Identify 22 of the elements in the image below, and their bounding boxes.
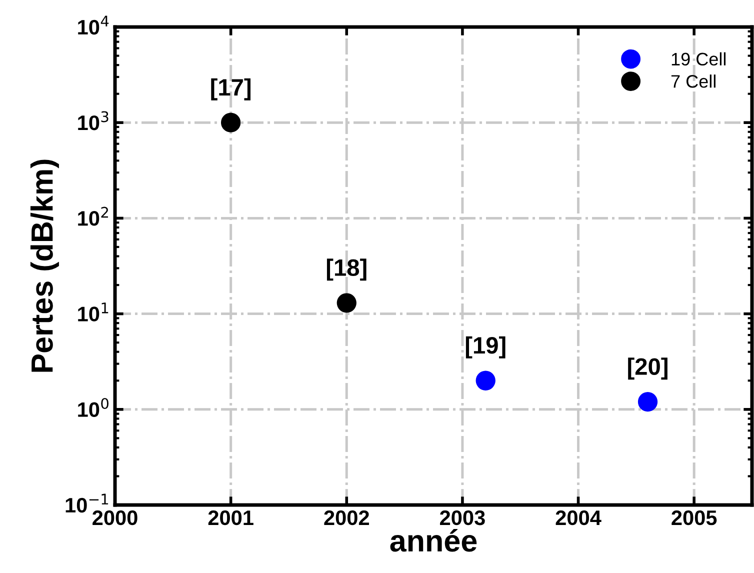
annotation: [18] bbox=[326, 258, 366, 281]
annotation: [17] bbox=[211, 78, 250, 100]
point bbox=[220, 112, 241, 132]
y-tick-label: 10$^{1}$ bbox=[78, 302, 108, 322]
legend-label: 19 Cell bbox=[672, 52, 726, 66]
point bbox=[336, 293, 356, 313]
point bbox=[476, 370, 496, 390]
legend-label: 7 Cell bbox=[671, 74, 716, 88]
x-tick-label: 2001 bbox=[208, 510, 254, 526]
x-tick-label: 2002 bbox=[324, 510, 369, 526]
y-tick-label: 10$^{3}$ bbox=[78, 111, 108, 130]
y-tick-label: 10$^{4}$ bbox=[78, 16, 109, 35]
point bbox=[638, 392, 658, 412]
y-tick-label: 10$^{2}$ bbox=[78, 206, 108, 226]
annotation: [20] bbox=[628, 358, 668, 380]
x-tick-label: 2005 bbox=[672, 510, 717, 526]
y-axis-title: Pertes (dB/km) bbox=[30, 160, 59, 372]
x-tick-label: 2003 bbox=[440, 510, 485, 526]
x-tick-label: 2004 bbox=[556, 510, 602, 526]
y-tick-label: 10$^{0}$ bbox=[78, 398, 108, 417]
annotation: [19] bbox=[466, 336, 506, 358]
x-axis-title: année bbox=[390, 529, 477, 552]
